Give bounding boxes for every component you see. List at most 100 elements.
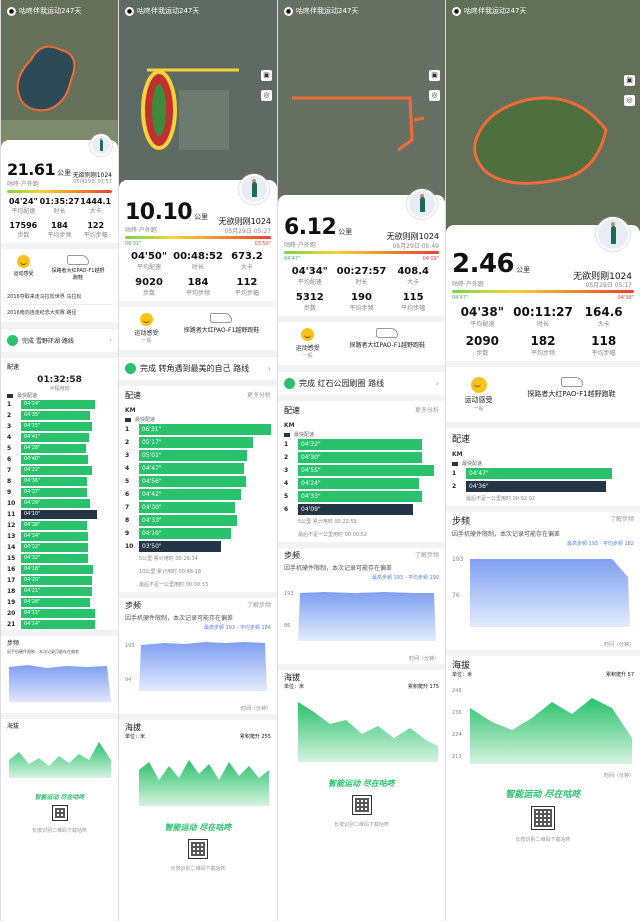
stat-label: 时长	[53, 208, 66, 215]
cadence-title: 步频	[7, 640, 20, 647]
stat-item: 122 平均步幅	[79, 221, 112, 239]
lap-row: 10 03'50"	[119, 540, 277, 553]
route-map[interactable]: ● 咕咚伴我运动247天 ▣ ◎	[446, 0, 640, 235]
avatar[interactable]	[239, 174, 269, 204]
footer: 智能运动 尽在咕咚 长按识别二维码下载咕咚	[164, 823, 232, 872]
lap-bar: 04'15"	[21, 609, 95, 618]
cadence-chart: 193 86	[284, 591, 436, 641]
lap-number: 2	[284, 454, 289, 461]
shoe-item[interactable]: 探路者大红PAO-F1越野跑鞋	[181, 313, 261, 344]
qr-code[interactable]	[531, 806, 555, 830]
route-map[interactable]: ● 咕咚伴我运动247天 ▣ ◎	[278, 0, 445, 205]
lap-bar: 04'36"	[466, 481, 607, 492]
lap-row: 6 04'09"	[278, 503, 445, 516]
qr-code[interactable]	[351, 795, 372, 815]
stat-label: 平均步频	[47, 232, 72, 239]
lap-number: 17	[7, 577, 16, 584]
stat-label: 平均配速	[470, 321, 495, 328]
panel-run-2km: ● 咕咚伴我运动247天 ▣ ◎ 2.46 公里 咕咚·户外跑 无欲则刚1024 0…	[445, 0, 640, 921]
lap-bar: 04'32"	[298, 439, 422, 450]
lap-number: 9	[7, 489, 12, 496]
pace-section-title: 配速 更多分析	[125, 391, 271, 400]
stat-label: 大卡	[240, 264, 253, 271]
learn-cadence-link[interactable]: 了解步频	[609, 516, 634, 523]
more-analysis-link[interactable]: 更多分析	[414, 407, 439, 414]
more-analysis-link[interactable]: 更多分析	[246, 392, 271, 399]
route-row[interactable]: 完成 红石公园刷圈 路线 ›	[278, 371, 445, 395]
smile-emoji-icon	[16, 255, 30, 268]
lap-number: 6	[284, 506, 289, 513]
stat-item: 00:11:27 时长	[513, 305, 574, 328]
lap-list: 1 04'24" 2 04'35" 3 04'15" 4 04'41" 5 04'28" 6 04'4…	[1, 399, 118, 630]
lap-row: 1 04'24"	[1, 399, 118, 410]
source-label: 咕咚·户外跑	[125, 227, 157, 234]
feel-row: 运动感受 一般 探路者大红PAO-F1越野跑鞋	[446, 367, 640, 422]
cadence-section: 步频 了解步频 因手机硬件限制，本次记录可能存在偏差 最高步频 193 · 平均步…	[284, 551, 439, 662]
feel-item[interactable]: 运动感受 一般	[296, 328, 320, 359]
shoe-item[interactable]: 探路者大红PAO-F1越野跑鞋	[522, 377, 622, 412]
altitude-section: 海拔 单位：米 累积爬升 57 248 236 224 213 时间（分钟）	[452, 661, 634, 779]
stat-label: 平均步幅	[591, 350, 616, 357]
zoom-button[interactable]: ▣	[429, 70, 440, 81]
lap-row: 5 04'33"	[278, 490, 445, 503]
lap-row: 9 04'37"	[1, 487, 118, 498]
feel-item[interactable]: 运动感受 一般	[134, 313, 159, 344]
cadence-legend: 最高步频 193 · 平均步频 184	[203, 625, 271, 631]
altitude-chart	[139, 760, 269, 806]
route-map[interactable]: ● 咕咚伴我运动247天 ▣ ◎	[119, 0, 277, 190]
stats-grid: 04'34" 平均配速 00:27:57 时长 408.4 大卡 5312 步数 190 平均步频…	[284, 266, 439, 312]
route-icon	[125, 363, 136, 374]
feel-item[interactable]: 运动感受	[13, 255, 34, 281]
avatar[interactable]	[596, 217, 630, 251]
layer-button[interactable]: ◎	[429, 90, 440, 101]
route-row[interactable]: 完成 转角遇到最美的自己 路线 ›	[119, 356, 277, 380]
event-list: 2016夺取来走马拉松世界 马拉松 2016南向连走纪念大奖赛 路径	[1, 287, 118, 322]
qr-code[interactable]	[188, 839, 208, 859]
route-map[interactable]: ● 咕咚伴我运动247天	[1, 0, 118, 150]
svg-text:236: 236	[452, 710, 462, 716]
zoom-button[interactable]: ▣	[624, 75, 635, 86]
avatar[interactable]	[90, 134, 112, 156]
layer-button[interactable]: ◎	[624, 95, 635, 106]
stats-grid: 04'38" 平均配速 00:11:27 时长 164.6 大卡 2090 步数 182 平均步频…	[452, 305, 634, 357]
avatar[interactable]	[407, 189, 437, 219]
brand-badge: ● 咕咚伴我运动247天	[452, 6, 527, 16]
lap-number: 5	[7, 445, 12, 452]
layer-button[interactable]: ◎	[261, 90, 272, 101]
zoom-button[interactable]: ▣	[261, 70, 272, 81]
stat-item: 01:35:27 时长	[40, 197, 80, 215]
run-date: 05月29日 07:57	[73, 179, 112, 185]
lap-row: 4 04'41"	[1, 432, 118, 443]
learn-cadence-link[interactable]: 了解步频	[246, 602, 271, 609]
lap-number: 2	[452, 483, 457, 490]
lap-row: 17 04'20"	[1, 575, 118, 586]
lap-number: 15	[7, 555, 16, 562]
stat-item: 1444.1 大卡	[79, 197, 112, 215]
pace-legend: 最快配速	[1, 392, 118, 399]
learn-cadence-link[interactable]: 了解步频	[414, 552, 439, 559]
cadence-chart: 193 76	[452, 556, 630, 627]
lap-bar: 04'33"	[298, 491, 422, 502]
lap-bar: 04'40"	[21, 455, 89, 464]
stat-item: 00:48:52 时长	[173, 251, 223, 271]
route-row[interactable]: 完成 雪野环湖 路线 ›	[1, 328, 118, 352]
lap-bar: 04'16"	[139, 528, 231, 539]
pace-section-title: 配速	[7, 364, 20, 371]
shoe-item[interactable]: 探路者大红PAO-F1越野跑鞋	[50, 255, 105, 281]
stat-label: 时长	[536, 321, 549, 328]
qr-code[interactable]	[51, 805, 68, 821]
lap-row: 16 04'18"	[1, 564, 118, 575]
lap-list: 1 04'47" 2 04'36" 最后不足一公里用时 00:02:02	[446, 467, 640, 506]
stat-item: 182 平均步频	[513, 334, 574, 357]
lap-row: 7 04'22"	[1, 465, 118, 476]
feel-item[interactable]: 运动感受 一般	[465, 377, 493, 412]
event-item[interactable]: 2016南向连走纪念大奖赛 路径	[7, 310, 77, 316]
summary-card: 6.12 公里 咕咚·户外跑 无欲则刚1024 05月29日 05:49 04'4…	[278, 189, 445, 316]
lap-bar: 06'31"	[138, 424, 271, 435]
shoe-item[interactable]: 探路者大红PAO-F1越野跑鞋	[347, 328, 427, 359]
lap-number: 8	[7, 478, 12, 485]
stat-label: 平均步频	[185, 290, 210, 297]
svg-text:224: 224	[452, 732, 462, 738]
lap-number: 5	[284, 493, 289, 500]
event-item[interactable]: 2016夺取来走马拉松世界 马拉松	[7, 289, 112, 305]
